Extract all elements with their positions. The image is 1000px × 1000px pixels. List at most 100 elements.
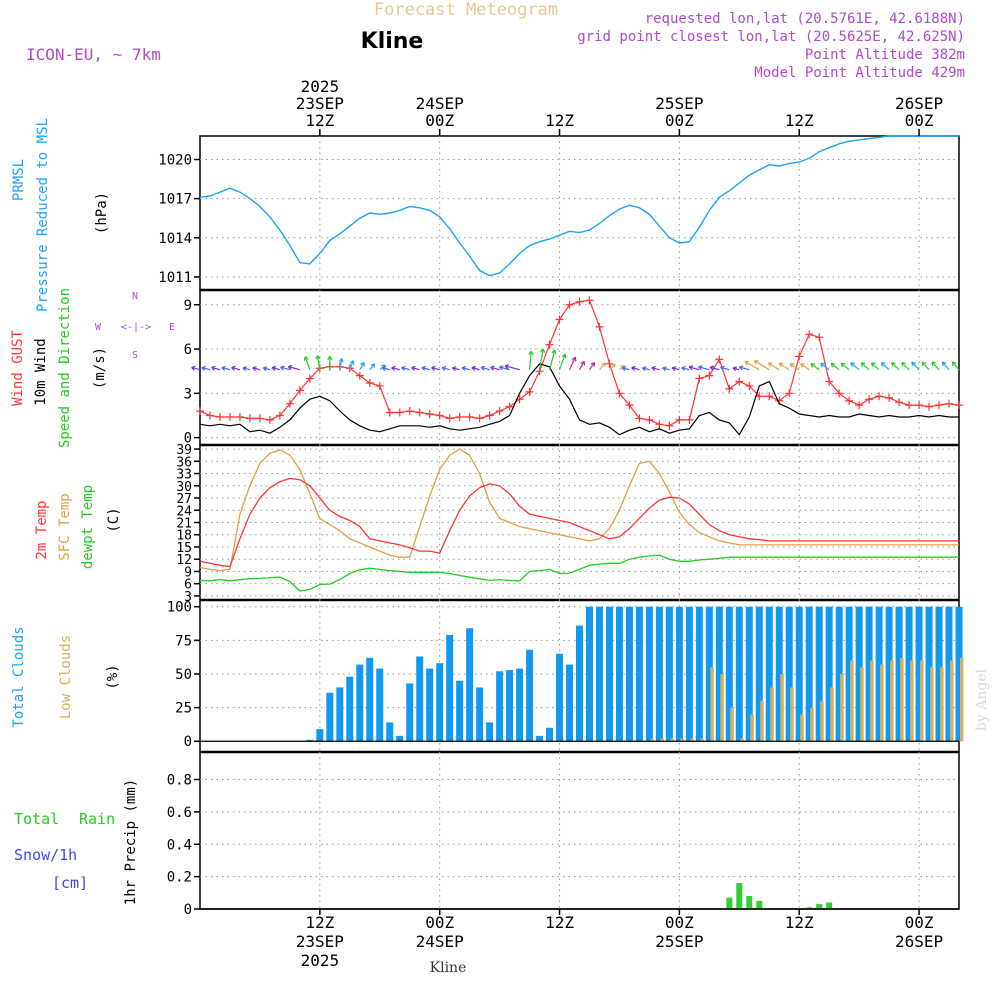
data-layer xyxy=(191,135,964,910)
wind-gust-marker xyxy=(595,322,604,331)
wind-direction-arrow xyxy=(789,363,800,371)
wind-gust-marker xyxy=(935,401,944,410)
y-tick-label: 6 xyxy=(184,578,192,593)
total-cloud-bar xyxy=(436,663,444,742)
y-tick-label: 0.6 xyxy=(167,805,192,821)
low-cloud-bar xyxy=(930,667,934,742)
y-tick-label: 1014 xyxy=(158,231,192,247)
wind-direction-arrow xyxy=(452,367,460,371)
y-tick-label: 24 xyxy=(176,504,192,519)
wind-arrow-head xyxy=(580,360,585,366)
temp-unit-label: (C) xyxy=(106,507,122,532)
wind-arrow-head xyxy=(360,361,365,367)
wind-direction-arrow xyxy=(441,367,450,371)
wind-gust-marker xyxy=(415,408,424,417)
wind-arrow-head xyxy=(662,366,667,372)
wind-arrow-head xyxy=(338,358,344,363)
total-cloud-bar xyxy=(376,668,384,742)
total-cloud-bar xyxy=(615,606,623,742)
wind-arrow-head xyxy=(211,365,216,371)
wind-arrow-head xyxy=(451,366,457,372)
wind-gust-marker xyxy=(385,408,394,417)
precip-cm-label: [cm] xyxy=(52,874,88,892)
wind-gust-marker xyxy=(245,414,254,423)
wind-arrow-head xyxy=(951,361,957,366)
wind-direction-arrow xyxy=(231,366,241,371)
wind-gust-line xyxy=(199,299,960,427)
wind-direction-arrow xyxy=(830,362,840,371)
wind-arrow-head xyxy=(810,363,815,368)
total-cloud-bar xyxy=(835,606,843,742)
wind-arrow-head xyxy=(528,350,534,356)
y-tick-label: 3 xyxy=(184,386,192,402)
wind-arrow-head xyxy=(231,365,236,371)
wind-direction-arrow xyxy=(689,366,700,371)
total-cloud-bar xyxy=(625,606,633,742)
wind-arrow-head xyxy=(911,361,916,367)
wind-arrow-head xyxy=(490,365,495,371)
total-cloud-bar xyxy=(496,671,504,742)
low-cloud-bar xyxy=(650,738,654,742)
wind-gust-marker xyxy=(495,407,504,416)
bottom-time-label: 00Z xyxy=(665,913,694,932)
low-cloud-bar xyxy=(880,664,884,742)
wind-direction-arrow xyxy=(271,367,281,371)
wind-arrow-head xyxy=(720,365,725,371)
axis-layer: 1011101410171020036936912151821242730333… xyxy=(158,77,943,970)
y-tick-label: 39 xyxy=(176,443,192,458)
top-time-label: 25SEP xyxy=(655,94,703,113)
wind-arrow-head xyxy=(891,362,896,367)
wind-gust-marker xyxy=(555,315,564,324)
low-cloud-bar xyxy=(670,738,674,742)
wind-arrow-head xyxy=(631,365,636,371)
wind-gust-marker xyxy=(955,401,963,410)
wind-arrow-head xyxy=(411,365,416,371)
wind-direction-arrow xyxy=(588,362,595,371)
wind-arrow-head xyxy=(738,365,744,371)
grid-point-coords: grid point closest lon,lat (20.5625E, 42… xyxy=(577,29,965,45)
top-time-label: 12Z xyxy=(785,111,814,130)
wind-arrow-head xyxy=(287,364,293,370)
total-cloud-bar xyxy=(685,606,693,742)
low-cloud-bar xyxy=(760,700,764,742)
y-tick-label: 27 xyxy=(176,492,192,507)
wind-gust-marker xyxy=(425,410,434,418)
wind-arrow-head xyxy=(744,360,749,366)
precip-total-label: Total xyxy=(14,810,59,828)
low-cloud-bar xyxy=(750,714,754,742)
wind-direction-arrow xyxy=(810,363,820,371)
total-cloud-bar xyxy=(845,606,853,742)
wind-gust-marker xyxy=(655,420,664,429)
temp-dewpt-line xyxy=(199,554,959,592)
wind-gust-marker xyxy=(465,412,474,421)
wind-gust-marker xyxy=(865,395,874,404)
total-cloud-bar xyxy=(855,606,863,742)
bottom-time-label: 12Z xyxy=(305,913,334,932)
wind-direction-arrow xyxy=(941,361,950,371)
low-cloud-bar xyxy=(890,660,894,742)
total-cloud-bar xyxy=(346,676,354,742)
wind-gust-marker xyxy=(305,374,314,383)
wind-direction-arrow xyxy=(609,363,616,371)
low-cloud-bar xyxy=(950,660,954,742)
wind-direction-arrow xyxy=(490,366,500,371)
wind-arrow-head xyxy=(590,362,596,367)
wind-direction-arrow xyxy=(280,366,291,371)
temp-sfc-line xyxy=(199,448,959,572)
total-cloud-bar xyxy=(316,729,324,742)
y-tick-label: 30 xyxy=(176,480,192,495)
wind-direction-arrow xyxy=(528,351,532,370)
compass-e: E xyxy=(169,322,175,333)
wind-direction-arrow xyxy=(840,362,850,371)
low-clouds-label: Low Clouds xyxy=(58,635,74,719)
wind-arrow-head xyxy=(621,366,627,372)
precip-labels: Total Rain Snow/1h [cm] 1hr Precip (mm) xyxy=(14,779,139,905)
top-time-label: 2025 xyxy=(301,77,340,96)
wind-gust-marker xyxy=(545,340,554,349)
wind-gust-marker xyxy=(525,387,534,396)
wind-direction-arrow xyxy=(871,362,880,371)
footer-location: Kline xyxy=(430,960,467,976)
wind-gust-marker xyxy=(445,414,454,423)
wind-gust-marker xyxy=(455,412,464,421)
top-time-label: 24SEP xyxy=(416,94,464,113)
